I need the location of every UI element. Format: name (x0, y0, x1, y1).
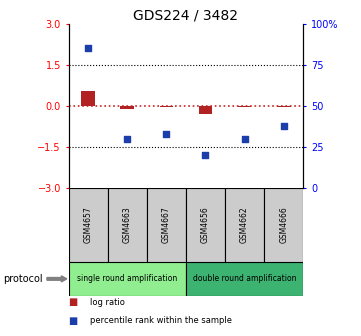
Text: GSM4662: GSM4662 (240, 207, 249, 244)
Point (85, 46, 91, 51)
Point (124, 136, 130, 141)
Point (281, 123, 287, 128)
Bar (238, 106, 251, 107)
Text: percentile rank within the sample: percentile rank within the sample (90, 317, 232, 325)
Point (203, 153, 208, 158)
Bar (225, 188, 264, 262)
Text: GSM4656: GSM4656 (201, 207, 210, 244)
Bar (199, 106, 212, 114)
Bar (160, 106, 173, 107)
Bar (277, 106, 291, 108)
Bar (186, 188, 225, 262)
Bar (264, 188, 303, 262)
Text: GSM4663: GSM4663 (123, 207, 132, 244)
Text: double round amplification: double round amplification (193, 275, 296, 283)
Bar (147, 188, 186, 262)
Text: protocol: protocol (4, 274, 43, 284)
Title: GDS224 / 3482: GDS224 / 3482 (134, 8, 238, 23)
Text: single round amplification: single round amplification (77, 275, 177, 283)
Point (242, 136, 247, 141)
Bar (69, 188, 108, 262)
Bar (121, 106, 134, 109)
Text: GSM4666: GSM4666 (279, 207, 288, 244)
Text: ■: ■ (69, 316, 78, 326)
Text: ■: ■ (69, 297, 78, 307)
Bar (69, 262, 186, 296)
Text: log ratio: log ratio (90, 298, 125, 307)
Bar (186, 262, 303, 296)
Point (164, 131, 169, 136)
Text: GSM4667: GSM4667 (162, 207, 171, 244)
Bar (108, 188, 147, 262)
Bar (81, 91, 95, 106)
Text: GSM4657: GSM4657 (84, 207, 93, 244)
